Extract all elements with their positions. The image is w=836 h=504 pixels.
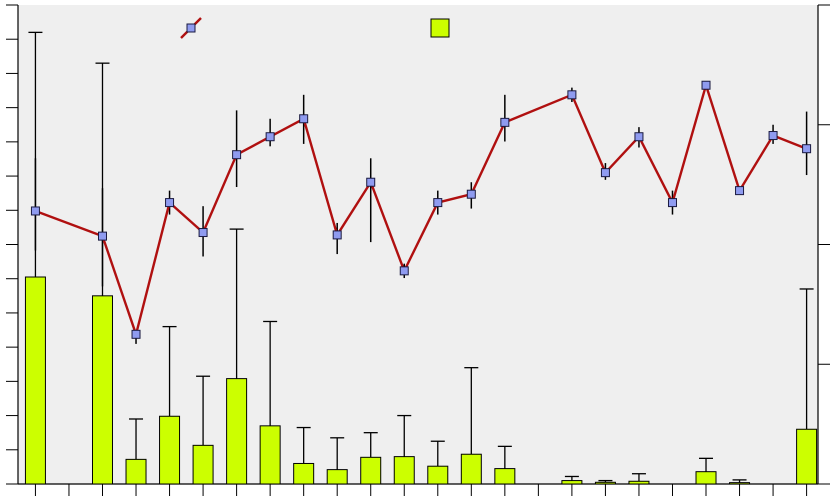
line-marker: [500, 117, 510, 127]
line-marker: [701, 80, 711, 90]
line-marker: [567, 90, 577, 100]
bar: [326, 469, 348, 485]
line-marker: [399, 266, 409, 276]
bar: [24, 276, 46, 485]
bar: [360, 456, 382, 485]
legend-marker-swatch: [186, 23, 196, 33]
line-marker: [433, 198, 443, 208]
bar: [460, 453, 482, 485]
line-marker: [600, 168, 610, 178]
bar: [561, 480, 583, 485]
line-series: [30, 80, 812, 339]
bar-series: [24, 276, 818, 485]
legend: [180, 17, 450, 39]
line-marker: [768, 131, 778, 141]
bar: [796, 428, 818, 485]
bar: [159, 415, 181, 485]
bar: [125, 458, 147, 485]
line-marker: [299, 114, 309, 124]
bar: [729, 482, 751, 485]
line-marker: [466, 189, 476, 199]
bar: [594, 481, 616, 485]
line-marker: [634, 132, 644, 142]
line-marker: [735, 186, 745, 196]
line-marker: [802, 144, 812, 154]
line-marker: [30, 206, 40, 216]
line-marker: [232, 150, 242, 160]
line-marker: [667, 198, 677, 208]
bar: [259, 425, 281, 485]
series-line: [35, 84, 808, 336]
bar: [226, 378, 248, 485]
bar: [427, 465, 449, 485]
line-marker: [265, 132, 275, 142]
axes: [6, 4, 830, 496]
bar: [628, 480, 650, 485]
bar: [293, 462, 315, 485]
bar: [695, 471, 717, 485]
bar: [393, 456, 415, 485]
line-marker: [131, 329, 141, 339]
bar: [192, 444, 214, 485]
bar: [91, 295, 113, 485]
bar: [494, 468, 516, 485]
line-marker: [366, 177, 376, 187]
line-marker: [198, 228, 208, 238]
legend-bar-swatch: [430, 18, 450, 38]
line-marker: [332, 230, 342, 240]
bar-error-bars: [28, 31, 814, 483]
line-marker: [165, 198, 175, 208]
line-marker: [97, 231, 107, 241]
